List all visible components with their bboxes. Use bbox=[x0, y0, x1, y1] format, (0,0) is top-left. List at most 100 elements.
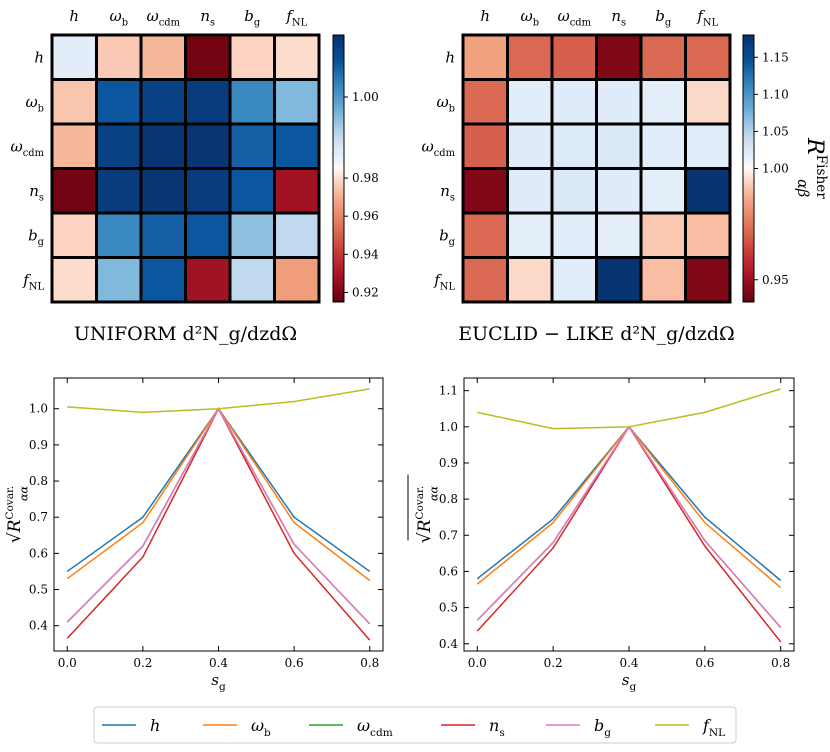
row-label: h bbox=[34, 48, 44, 66]
colorbar-tick-label: 1.00 bbox=[352, 90, 379, 104]
heatmap-cell bbox=[273, 211, 321, 259]
heatmap-cell bbox=[50, 211, 98, 259]
heatmap-cell bbox=[595, 167, 643, 215]
x-tick-label: 0.4 bbox=[209, 656, 228, 670]
heatmap-cell bbox=[228, 211, 276, 259]
heatmap-cell bbox=[50, 122, 98, 170]
heatmap-cell bbox=[550, 167, 598, 215]
y-tick-label: 0.7 bbox=[29, 510, 48, 524]
heatmap-cell bbox=[228, 33, 276, 81]
heatmap-cell bbox=[228, 122, 276, 170]
heatmap-cell bbox=[184, 122, 232, 170]
heatmap-cell bbox=[50, 33, 98, 81]
heatmap-cell bbox=[184, 167, 232, 215]
heatmap-cell bbox=[139, 211, 187, 259]
heatmap-frame bbox=[51, 34, 320, 303]
row-label: bg bbox=[439, 226, 456, 248]
series-line-f_NL bbox=[67, 388, 370, 414]
colorbar-label: RFisherαβ bbox=[794, 137, 829, 199]
column-label: ωb bbox=[109, 7, 128, 29]
colorbar-tick-label: 0.96 bbox=[352, 209, 379, 223]
x-axis-label: sg bbox=[622, 671, 637, 693]
row-label: bg bbox=[28, 226, 45, 248]
column-label: ns bbox=[611, 7, 626, 29]
colorbar-tick-label: 0.92 bbox=[352, 285, 379, 299]
heatmap-cell bbox=[461, 167, 509, 215]
heatmap-cell bbox=[595, 122, 643, 170]
heatmap-cell bbox=[684, 33, 732, 81]
heatmap-cell bbox=[184, 78, 232, 126]
heatmap-cell bbox=[95, 256, 143, 304]
heatmap-caption: EUCLID − LIKE d²N_g/dzdΩ bbox=[458, 323, 735, 345]
heatmap-cell bbox=[550, 122, 598, 170]
colorbar-tick-label: 1.00 bbox=[762, 162, 789, 176]
heatmap-cell bbox=[184, 33, 232, 81]
heatmap-cell bbox=[595, 78, 643, 126]
x-tick-label: 0.6 bbox=[695, 656, 714, 670]
heatmap-cell bbox=[639, 167, 687, 215]
heatmap-cell bbox=[184, 256, 232, 304]
heatmap-cell bbox=[228, 256, 276, 304]
row-label: fNL bbox=[433, 271, 455, 293]
x-axis-label: sg bbox=[211, 671, 226, 693]
heatmap-cell bbox=[461, 122, 509, 170]
legend-label: ns bbox=[489, 716, 505, 739]
row-label: ωb bbox=[25, 93, 44, 115]
legend-frame bbox=[93, 706, 737, 744]
heatmap-cell bbox=[139, 167, 187, 215]
line-chart-uniform: 0.0 0.2 0.4 0.6 0.8 0.4 0.5 0.6 0.7 0.8 0.9 1.0 sg √R… bbox=[4, 377, 384, 693]
heatmap-cell bbox=[595, 211, 643, 259]
y-tick-label: 0.7 bbox=[439, 528, 458, 542]
heatmap-cell bbox=[506, 211, 554, 259]
column-label: ωcdm bbox=[558, 7, 592, 29]
y-axis-label: √RCovar.αα bbox=[407, 474, 441, 543]
legend-label: ωcdm bbox=[357, 716, 393, 739]
heatmap-cell bbox=[50, 78, 98, 126]
heatmap-cell bbox=[273, 33, 321, 81]
colorbar-tick-label: 1.05 bbox=[762, 124, 789, 138]
x-tick-label: 0.4 bbox=[619, 656, 638, 670]
y-tick-label: 1.1 bbox=[439, 384, 458, 398]
heatmap-cell bbox=[95, 167, 143, 215]
heatmap-cell bbox=[139, 122, 187, 170]
heatmap-cell bbox=[95, 78, 143, 126]
heatmap-cell bbox=[184, 211, 232, 259]
legend-label: fNL bbox=[702, 716, 725, 739]
heatmap-frame bbox=[462, 34, 731, 303]
y-tick-label: 0.9 bbox=[29, 438, 48, 452]
x-tick-label: 0.8 bbox=[360, 656, 379, 670]
colorbar-tick-label: 0.98 bbox=[352, 171, 379, 185]
y-axis-label-text: √RCovar.αα bbox=[4, 485, 30, 543]
heatmap-cell bbox=[684, 78, 732, 126]
y-tick-label: 0.6 bbox=[29, 546, 48, 560]
row-label: ns bbox=[29, 182, 44, 204]
heatmap-cell bbox=[684, 256, 732, 304]
colorbar bbox=[742, 34, 755, 303]
plot-area bbox=[53, 377, 384, 652]
row-label: fNL bbox=[22, 271, 44, 293]
x-tick-label: 0.6 bbox=[285, 656, 304, 670]
heatmap-cell bbox=[50, 256, 98, 304]
heatmap-cell bbox=[639, 256, 687, 304]
column-label: fNL bbox=[696, 7, 718, 29]
column-label: ns bbox=[200, 7, 215, 29]
row-label: h bbox=[445, 48, 455, 66]
x-tick-label: 0.0 bbox=[58, 656, 77, 670]
heatmap-cell bbox=[684, 167, 732, 215]
heatmap-cell bbox=[550, 211, 598, 259]
y-tick-label: 1.0 bbox=[439, 420, 458, 434]
heatmap-cell bbox=[550, 78, 598, 126]
heatmap-cell bbox=[684, 122, 732, 170]
y-axis-label-text: √RCovar.αα bbox=[414, 485, 440, 543]
heatmap-cell bbox=[506, 256, 554, 304]
x-tick-label: 0.0 bbox=[468, 656, 487, 670]
y-tick-label: 0.8 bbox=[29, 474, 48, 488]
heatmap-cell bbox=[461, 211, 509, 259]
plot-area bbox=[463, 377, 795, 652]
column-label: fNL bbox=[285, 7, 307, 29]
heatmap-cell bbox=[506, 78, 554, 126]
heatmap-cell bbox=[550, 256, 598, 304]
heatmap-cell bbox=[139, 33, 187, 81]
